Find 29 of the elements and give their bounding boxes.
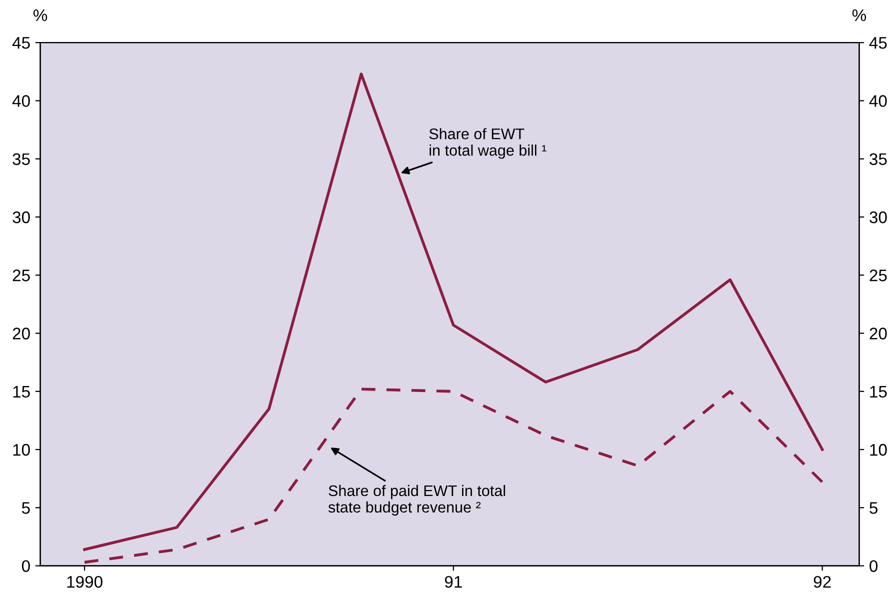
y-tick-label: 15 xyxy=(13,386,30,398)
annotation: Share of EWT in total wage bill ¹ xyxy=(429,128,546,159)
y-axis-title: % xyxy=(33,9,48,22)
y2-tick-label: 15 xyxy=(870,386,887,398)
x-tick-label: 91 xyxy=(444,576,462,588)
line-series xyxy=(83,388,824,564)
y-tick-label: 25 xyxy=(12,270,30,282)
y-tick-label: 45 xyxy=(12,37,30,49)
y2-tick-label: 5 xyxy=(870,502,878,514)
y2-tick-label: 0 xyxy=(870,560,878,572)
y2-tick-label: 40 xyxy=(869,95,887,107)
y-tick-label: 10 xyxy=(13,444,30,456)
y2-tick-label: 20 xyxy=(870,328,887,340)
y-tick-label: 40 xyxy=(12,95,30,107)
y2-tick-label: 35 xyxy=(870,153,887,166)
y-tick-label: 35 xyxy=(12,153,30,166)
y2-tick-label: 30 xyxy=(870,211,887,224)
y2-tick-label: 45 xyxy=(869,37,887,49)
line-series xyxy=(83,72,824,551)
y2-tick-label: 10 xyxy=(870,444,887,456)
y-tick-label: 0 xyxy=(22,560,30,572)
annotation: Share of paid EWT in total state budget revenue ² xyxy=(328,484,506,516)
y-tick-label: 30 xyxy=(12,211,30,224)
x-tick-label: 92 xyxy=(814,576,831,588)
y-tick-label: 5 xyxy=(22,502,30,514)
y2-tick-label: 25 xyxy=(870,270,887,282)
y2-axis-title: % xyxy=(852,9,866,22)
x-tick-label: 1990 xyxy=(67,576,102,588)
y-tick-label: 20 xyxy=(12,328,30,340)
